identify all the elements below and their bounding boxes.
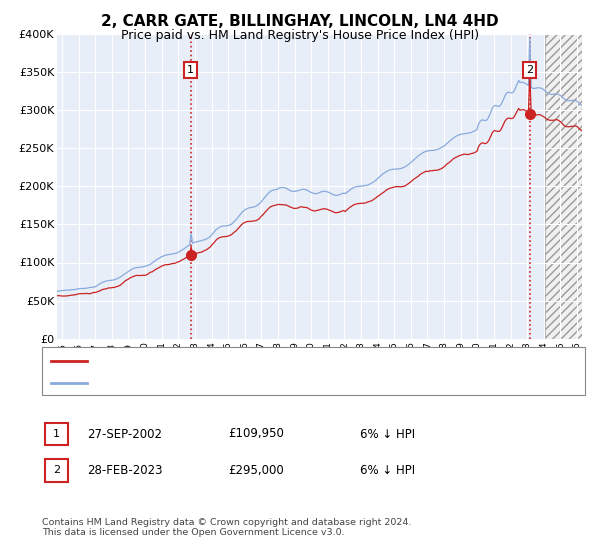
Text: 2: 2 (526, 65, 533, 75)
Text: HPI: Average price, detached house, North Kesteven: HPI: Average price, detached house, Nort… (93, 378, 366, 388)
Text: 27-SEP-2002: 27-SEP-2002 (87, 427, 162, 441)
Text: £295,000: £295,000 (228, 464, 284, 477)
Text: 1: 1 (187, 65, 194, 75)
Text: 1: 1 (53, 429, 60, 439)
Text: Price paid vs. HM Land Registry's House Price Index (HPI): Price paid vs. HM Land Registry's House … (121, 29, 479, 42)
Text: 2, CARR GATE, BILLINGHAY, LINCOLN, LN4 4HD (detached house): 2, CARR GATE, BILLINGHAY, LINCOLN, LN4 4… (93, 356, 433, 366)
Text: 28-FEB-2023: 28-FEB-2023 (87, 464, 163, 477)
Text: 2: 2 (53, 465, 60, 475)
Text: £109,950: £109,950 (228, 427, 284, 441)
Text: 6% ↓ HPI: 6% ↓ HPI (360, 427, 415, 441)
Text: 2, CARR GATE, BILLINGHAY, LINCOLN, LN4 4HD: 2, CARR GATE, BILLINGHAY, LINCOLN, LN4 4… (101, 14, 499, 29)
Text: 6% ↓ HPI: 6% ↓ HPI (360, 464, 415, 477)
Bar (545, 34, 582, 339)
Text: Contains HM Land Registry data © Crown copyright and database right 2024.
This d: Contains HM Land Registry data © Crown c… (42, 518, 412, 538)
